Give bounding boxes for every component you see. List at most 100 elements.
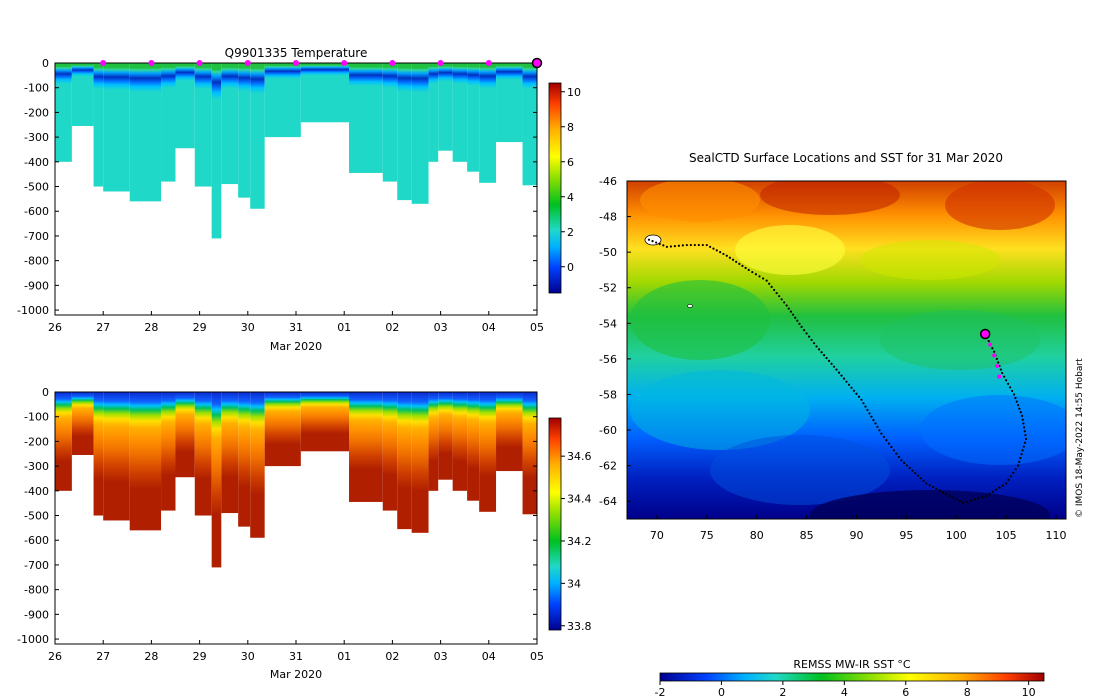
- track-point: [1009, 386, 1012, 389]
- colorbar-tick-label: 2: [567, 226, 574, 239]
- track-point: [825, 356, 828, 360]
- track-point: [895, 452, 898, 455]
- x-tick-label: 28: [144, 321, 158, 334]
- track-point: [1017, 464, 1020, 467]
- map-y-tick-label: -48: [599, 211, 617, 224]
- sst-colorbar-label: REMSS MW-IR SST °C: [793, 658, 911, 671]
- track-point: [1022, 445, 1025, 448]
- track-point: [1003, 375, 1006, 378]
- track-point: [770, 285, 773, 288]
- track-point: [903, 461, 906, 464]
- profile-column: [264, 63, 301, 138]
- profile-column: [55, 63, 72, 162]
- sst-map-panel: SealCTD Surface Locations and SST for 31…: [599, 151, 1085, 699]
- profile-column: [238, 63, 251, 198]
- track-point: [815, 345, 818, 348]
- map-y-tick-label: -60: [599, 424, 617, 437]
- y-tick-label: -400: [24, 156, 49, 169]
- track-point: [820, 351, 823, 354]
- x-tick-label: 05: [530, 321, 544, 334]
- profile-marker: [437, 60, 444, 66]
- track-point: [1012, 471, 1015, 474]
- x-tick-label: 04: [482, 650, 496, 663]
- y-tick-label: -700: [24, 559, 49, 572]
- track-point: [999, 368, 1002, 371]
- temperature-colorbar-ticks: 0 2 4 6 8 10: [561, 86, 581, 274]
- track-point: [738, 262, 741, 265]
- y-tick-label: -1000: [17, 633, 49, 646]
- track-point: [876, 425, 879, 428]
- map-x-axis: 70 75 80 85 90 95 100 105 110: [650, 515, 1067, 542]
- track-point: [658, 242, 661, 246]
- map-y-tick-label: -54: [599, 317, 617, 330]
- y-tick-label: -700: [24, 230, 49, 243]
- profile-column: [467, 392, 480, 501]
- track-point: [810, 338, 813, 342]
- track-point: [857, 395, 861, 398]
- salinity-colorbar-ticks: 33.8 34 34.2 34.4 34.6: [561, 450, 592, 633]
- track-point: [783, 301, 786, 304]
- y-tick-label: -900: [24, 279, 49, 292]
- track-point: [1007, 478, 1010, 481]
- profile-column: [411, 392, 429, 533]
- map-y-tick-label: -50: [599, 246, 617, 259]
- track-point: [1022, 422, 1025, 425]
- map-y-axis: -46 -48 -50 -52 -54 -56 -58 -60 -62 -64: [599, 175, 631, 508]
- x-tick-label: 02: [385, 321, 399, 334]
- track-point: [827, 359, 831, 362]
- track-point: [916, 474, 920, 477]
- x-tick-label: 27: [96, 321, 110, 334]
- profile-column: [479, 63, 497, 183]
- profile-column: [479, 392, 497, 512]
- island-kerguelen: [644, 234, 662, 246]
- y-tick-label: 0: [42, 386, 49, 399]
- profile-column: [129, 392, 162, 531]
- profile-column: [349, 392, 383, 502]
- track-point: [987, 340, 990, 343]
- profile-column: [264, 392, 301, 467]
- profile-column: [221, 63, 239, 185]
- sst-cool-patch: [630, 370, 810, 450]
- credit-text: © IMOS 18-May-2022 14:55 Hobart: [1075, 358, 1085, 518]
- track-point: [747, 268, 750, 272]
- track-point: [845, 380, 848, 383]
- track-point: [812, 342, 816, 345]
- profile-column: [349, 63, 383, 173]
- recent-track-point: [995, 364, 1000, 369]
- profile-column: [397, 63, 412, 201]
- profile-column: [221, 392, 239, 514]
- sst-cool-patch: [920, 395, 1066, 465]
- colorbar-tick-label: 8: [567, 121, 574, 134]
- island-heard: [687, 304, 693, 308]
- profile-column: [438, 63, 453, 151]
- colorbar-tick-label: 34.4: [567, 493, 592, 506]
- track-point: [817, 348, 821, 351]
- track-point: [1001, 484, 1004, 487]
- temperature-y-axis: 0 -100 -200 -300 -400 -500 -600 -700 -800 -900 -10…: [17, 57, 537, 317]
- track-point: [988, 492, 991, 495]
- y-tick-label: -400: [24, 485, 49, 498]
- track-point: [922, 479, 925, 482]
- track-point: [919, 477, 922, 480]
- sst-colorbar-tick-label: 0: [718, 686, 725, 699]
- colorbar-tick-label: 10: [567, 86, 581, 99]
- colorbar-tick-label: 6: [567, 156, 574, 169]
- track-point: [981, 495, 984, 499]
- map-y-tick-label: -58: [599, 388, 617, 401]
- x-tick-label: 27: [96, 650, 110, 663]
- track-point: [1015, 400, 1018, 403]
- x-tick-label: 28: [144, 650, 158, 663]
- x-tick-label: 05: [530, 650, 544, 663]
- profile-marker: [100, 60, 107, 66]
- track-point: [905, 464, 909, 467]
- track-point: [985, 494, 988, 497]
- track-point: [882, 435, 886, 439]
- sst-mid-patch: [630, 280, 770, 360]
- profile-column: [175, 63, 195, 149]
- profile-column: [103, 63, 130, 192]
- track-point: [955, 498, 958, 501]
- profile-column: [250, 392, 265, 538]
- track-point: [800, 325, 803, 328]
- track-point: [751, 270, 754, 274]
- profile-column: [238, 392, 251, 527]
